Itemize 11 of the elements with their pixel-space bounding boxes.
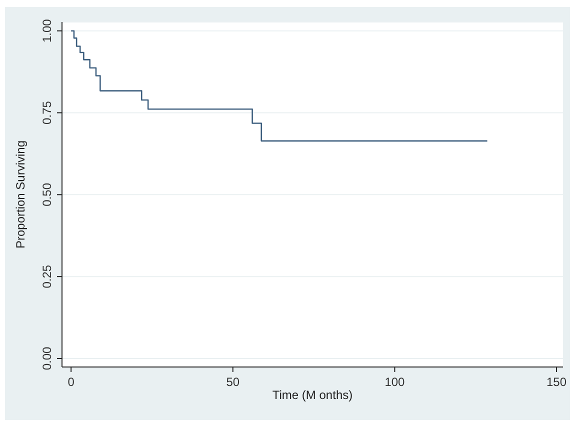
- x-tick-label: 100: [384, 375, 406, 389]
- x-tick-label: 0: [68, 375, 75, 389]
- y-tick-label: 0.50: [40, 182, 54, 206]
- x-tick-label: 50: [226, 375, 240, 389]
- y-tick-label: 1.00: [40, 18, 54, 43]
- y-axis-title: Proportion Surviving: [13, 140, 28, 249]
- x-tick-label: 150: [546, 375, 567, 389]
- y-tick-label: 0.75: [40, 100, 54, 124]
- y-tick-label: 0.00: [40, 346, 54, 370]
- y-tick-label: 0.25: [40, 264, 54, 288]
- x-axis-title: Time (M onths): [272, 388, 353, 402]
